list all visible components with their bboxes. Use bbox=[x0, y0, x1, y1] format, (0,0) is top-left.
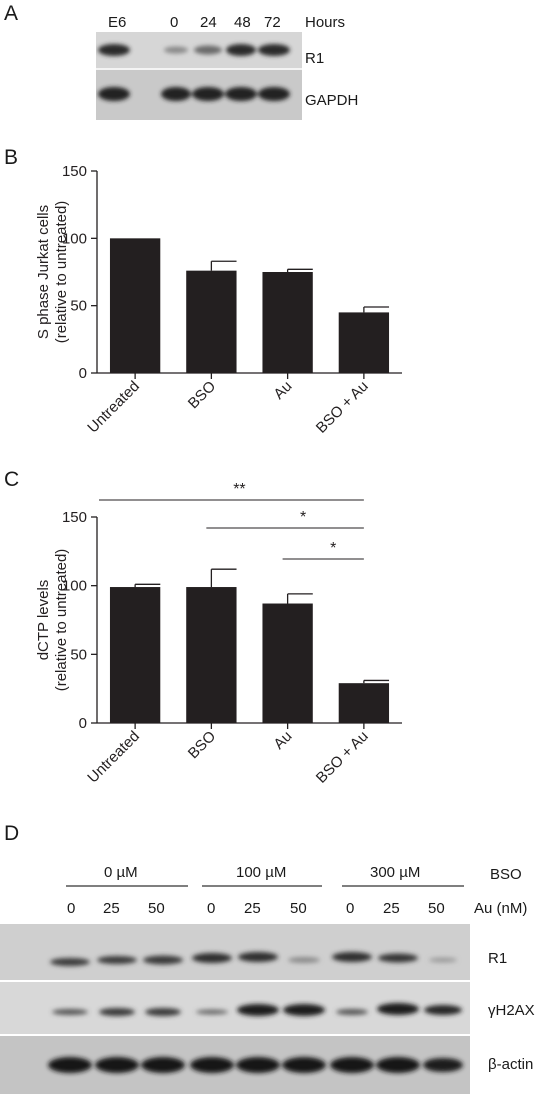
bar-0 bbox=[109, 587, 161, 723]
bar-1 bbox=[186, 587, 237, 723]
significance-marker: ** bbox=[233, 481, 245, 498]
bar-1 bbox=[186, 270, 237, 373]
y-tick-label: 150 bbox=[62, 509, 87, 526]
significance-marker: * bbox=[300, 509, 306, 526]
panel-label-a: A bbox=[4, 2, 19, 25]
bar-0 bbox=[109, 238, 161, 373]
x-tick-label: BSO + Au bbox=[313, 378, 372, 437]
bar-3 bbox=[338, 312, 390, 373]
au-dose-3: 50 bbox=[148, 900, 165, 917]
au-dose-4: 0 bbox=[207, 900, 216, 917]
y-axis-label-line2: (relative to untreated) bbox=[53, 201, 70, 344]
blot-d-row-bactin: β-actin bbox=[488, 1056, 534, 1073]
bso-group-0: 0 µM bbox=[104, 864, 138, 881]
au-dose-8: 25 bbox=[383, 900, 400, 917]
y-axis-label-line2: (relative to untreated) bbox=[53, 549, 70, 692]
panel-label-b: B bbox=[4, 146, 19, 169]
lane-label-0h: 0 bbox=[170, 14, 179, 31]
y-tick-label: 50 bbox=[70, 646, 87, 663]
lane-label-e6: E6 bbox=[108, 14, 127, 31]
lane-label-72h: 72 bbox=[264, 14, 281, 31]
bso-label: BSO bbox=[490, 866, 522, 883]
au-dose-5: 25 bbox=[244, 900, 261, 917]
lane-label-48h: 48 bbox=[234, 14, 251, 31]
y-axis-label-line1: dCTP levels bbox=[35, 580, 52, 661]
bar-2 bbox=[262, 603, 313, 723]
au-dose-6: 50 bbox=[290, 900, 307, 917]
bso-group-100: 100 µM bbox=[236, 864, 287, 881]
lane-label-24h: 24 bbox=[200, 14, 217, 31]
y-tick-label: 100 bbox=[62, 578, 87, 595]
x-tick-label: BSO + Au bbox=[313, 728, 372, 787]
bar-2 bbox=[262, 272, 313, 373]
x-tick-label: BSO bbox=[185, 728, 219, 762]
au-dose-2: 25 bbox=[103, 900, 120, 917]
blot-a-image bbox=[96, 32, 302, 120]
blot-d-row-r1: R1 bbox=[488, 950, 508, 967]
bso-group-300: 300 µM bbox=[370, 864, 421, 881]
y-tick-label: 100 bbox=[62, 230, 87, 247]
panel-label-c: C bbox=[4, 468, 20, 491]
au-dose-7: 0 bbox=[346, 900, 355, 917]
blot-d-row-gh2ax: γH2AX bbox=[488, 1002, 535, 1019]
chart-b: 0 50 100 150 S phase Jurkat cells (relative t… bbox=[35, 163, 402, 437]
bar-3 bbox=[338, 683, 390, 723]
x-tick-label: Au bbox=[270, 728, 295, 753]
x-tick-label: Untreated bbox=[84, 728, 143, 787]
y-tick-label: 0 bbox=[79, 365, 87, 382]
blot-d-image bbox=[0, 924, 470, 1094]
significance-marker: * bbox=[330, 540, 336, 557]
au-dose-1: 0 bbox=[67, 900, 76, 917]
y-axis-label-line1: S phase Jurkat cells bbox=[35, 205, 52, 339]
y-tick-label: 50 bbox=[70, 298, 87, 315]
au-dose-9: 50 bbox=[428, 900, 445, 917]
x-tick-label: Au bbox=[270, 378, 295, 403]
au-label: Au (nM) bbox=[474, 900, 528, 917]
chart-c: 0 50 100 150 dCTP levels (relative to untreat… bbox=[35, 481, 402, 787]
y-tick-label: 150 bbox=[62, 163, 87, 180]
time-unit-label: Hours bbox=[305, 14, 346, 31]
blot-a-row-r1: R1 bbox=[305, 50, 325, 67]
y-tick-label: 0 bbox=[79, 715, 87, 732]
panel-label-d: D bbox=[4, 822, 20, 845]
x-tick-label: BSO bbox=[185, 378, 219, 412]
blot-a-row-gapdh: GAPDH bbox=[305, 92, 359, 109]
x-tick-label: Untreated bbox=[84, 378, 143, 437]
bso-group-lines bbox=[66, 885, 464, 887]
